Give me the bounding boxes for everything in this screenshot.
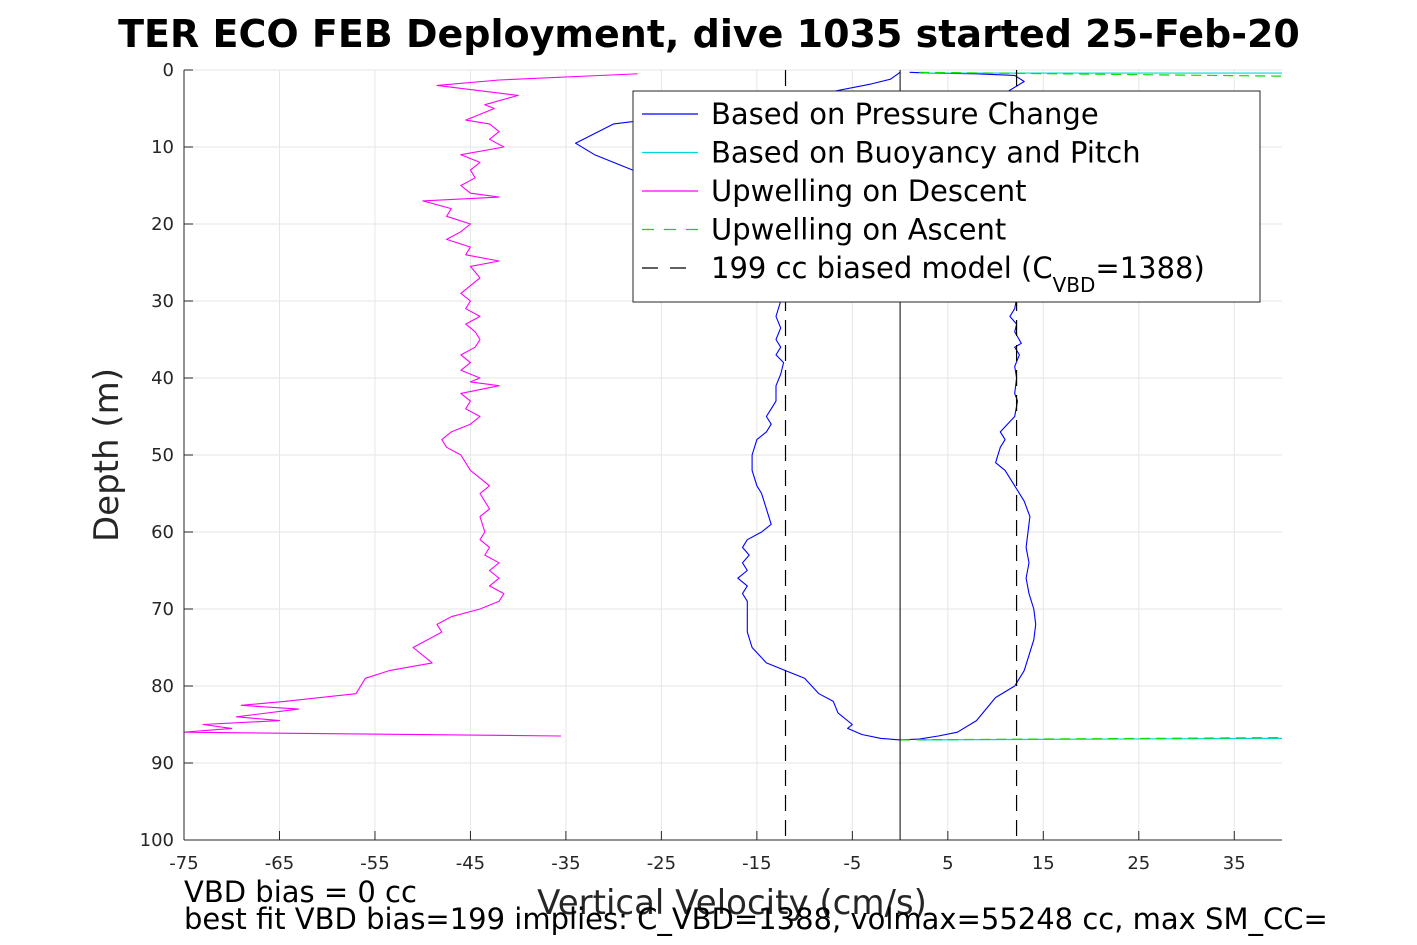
y-tick-label: 10 [151,137,174,158]
y-tick-label: 80 [151,676,174,697]
x-tick-label: -65 [265,853,294,874]
legend-box [632,90,1261,303]
x-tick-label: -75 [169,853,198,874]
legend-label: Upwelling on Ascent [711,213,1006,247]
legend-label: Upwelling on Descent [711,174,1027,208]
legend-label: Based on Pressure Change [711,97,1099,131]
y-tick-label: 0 [163,60,174,81]
y-tick-label: 60 [151,522,174,543]
x-tick-label: -45 [456,853,485,874]
legend-label: Based on Buoyancy and Pitch [711,136,1141,170]
vbd-bias-note: VBD bias = 0 cc [184,875,417,909]
x-tick-label: -25 [647,853,676,874]
x-tick-label: -35 [551,853,580,874]
y-tick-labels: 0 10 20 30 40 50 60 70 80 90 100 [140,60,193,851]
x-tick-label: -5 [843,853,861,874]
y-tick-label: 90 [151,753,174,774]
series-upwelling-on-descent [184,73,638,737]
x-tick-label: 15 [1032,853,1055,874]
x-tick-label: 35 [1223,853,1246,874]
y-axis-label: Depth (m) [87,368,127,542]
y-tick-label: 40 [151,368,174,389]
y-tick-label: 100 [140,830,174,851]
y-tick-label: 30 [151,291,174,312]
series-upwelling-on-ascent-line [919,71,1282,77]
x-axis-label: Vertical Velocity (cm/s) [537,883,927,923]
legend: Based on Pressure Change Based on Buoyanc… [632,90,1261,303]
x-tick-label: 25 [1127,853,1150,874]
x-tick-label: 5 [942,853,953,874]
y-tick-label: 20 [151,214,174,235]
y-tick-label: 50 [151,445,174,466]
y-tick-label: 70 [151,599,174,620]
x-tick-labels: -75 -65 -55 -45 -35 -25 -15 -5 5 15 25 35 [169,831,1246,874]
legend-label: 199 cc biased model (CVBD=1388) [711,251,1205,297]
chart-title: TER ECO FEB Deployment, dive 1035 starte… [118,12,1300,56]
best-fit-note: best fit VBD bias=199 implies: C_VBD=138… [184,902,1328,936]
x-tick-label: -55 [360,853,389,874]
x-tick-label: -15 [742,853,771,874]
